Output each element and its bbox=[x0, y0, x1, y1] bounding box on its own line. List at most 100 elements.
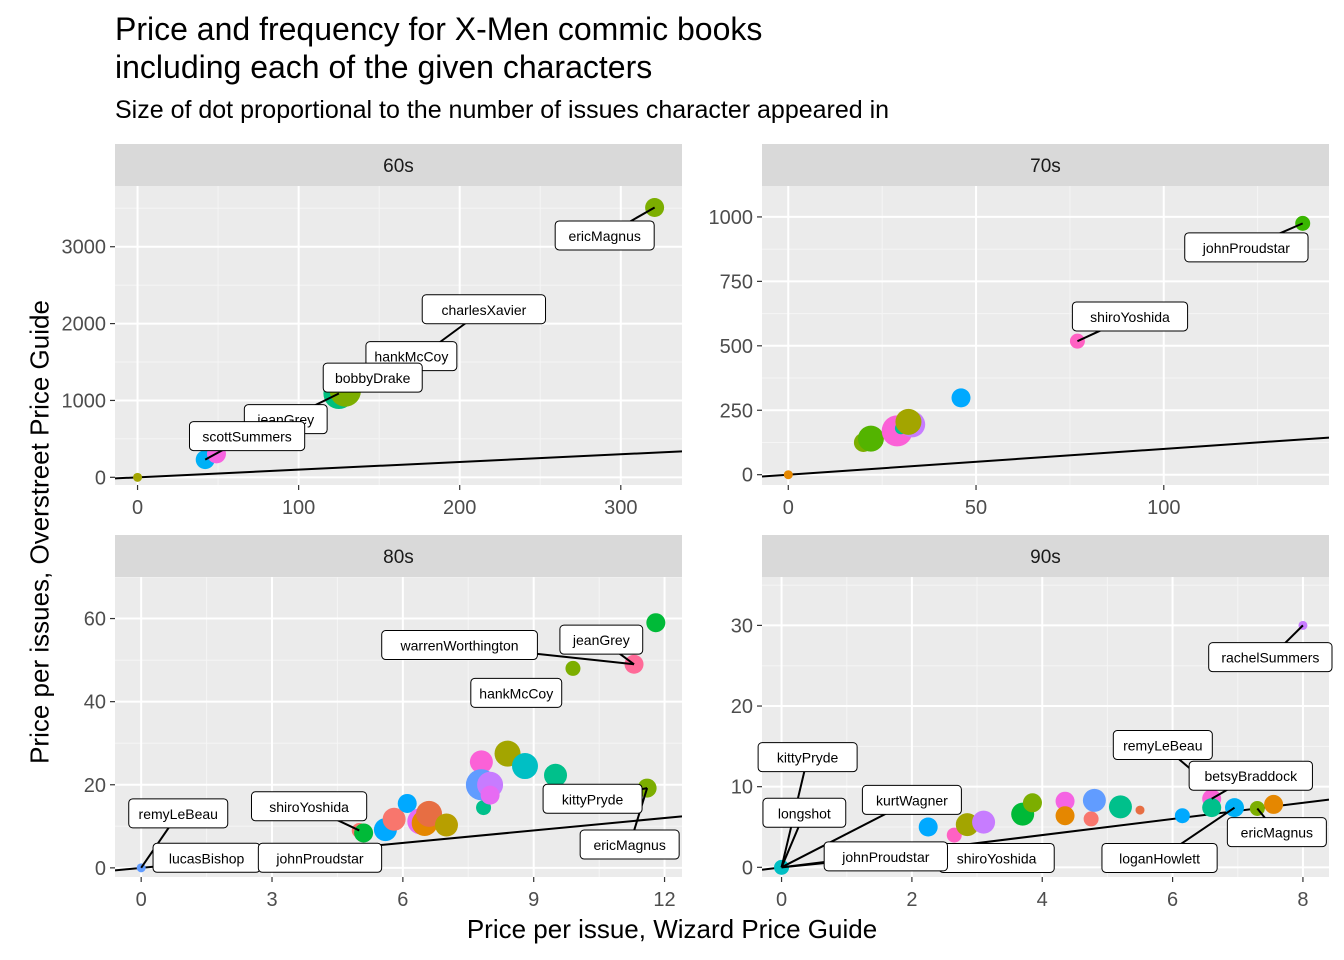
facet-strip-label: 80s bbox=[383, 547, 414, 568]
label-text: remyLeBeau bbox=[1123, 738, 1202, 754]
facet-strip bbox=[115, 535, 682, 577]
chart-title-line1: Price and frequency for X-Men commic boo… bbox=[115, 11, 763, 47]
label-box bbox=[1188, 760, 1313, 791]
label-box bbox=[757, 742, 858, 773]
label-text: ericMagnus bbox=[1241, 825, 1313, 841]
reference-line bbox=[762, 436, 1329, 478]
point-label: shiroYoshida bbox=[250, 791, 368, 822]
point-label: ericMagnus bbox=[554, 220, 655, 251]
x-tick-label: 200 bbox=[443, 497, 476, 519]
label-text: scottSummers bbox=[202, 429, 291, 445]
point-label: longshot bbox=[762, 797, 847, 828]
data-point bbox=[397, 793, 417, 813]
y-tick-label: 2000 bbox=[62, 314, 107, 336]
point-label: johnProudstar bbox=[823, 841, 948, 872]
x-axis-title: Price per issue, Wizard Price Guide bbox=[466, 914, 878, 944]
y-tick-label: 20 bbox=[731, 696, 753, 718]
label-box bbox=[1101, 842, 1218, 873]
point-label: johnProudstar bbox=[1184, 232, 1309, 263]
y-tick-label: 750 bbox=[720, 271, 753, 293]
data-point bbox=[918, 817, 938, 837]
label-box bbox=[188, 421, 306, 452]
panel-background bbox=[762, 186, 1329, 485]
y-tick-label: 250 bbox=[720, 400, 753, 422]
label-text: kittyPryde bbox=[777, 750, 839, 766]
label-box bbox=[1184, 232, 1309, 263]
y-tick-label: 30 bbox=[731, 615, 753, 637]
label-box bbox=[823, 841, 948, 872]
point-label: betsyBraddock bbox=[1188, 760, 1313, 791]
point-label: loganHowlett bbox=[1101, 842, 1218, 873]
y-tick-label: 20 bbox=[84, 775, 106, 797]
label-box bbox=[1208, 642, 1333, 673]
label-box bbox=[257, 842, 383, 873]
label-text: hankMcCoy bbox=[479, 685, 553, 701]
label-text: jeanGrey bbox=[572, 632, 630, 648]
x-tick-label: 3 bbox=[266, 889, 277, 911]
data-point bbox=[1055, 791, 1075, 811]
label-box bbox=[322, 362, 423, 393]
point-label: shiroYoshida bbox=[1071, 301, 1189, 332]
y-tick-label: 0 bbox=[95, 858, 106, 880]
data-point bbox=[511, 753, 538, 780]
label-box bbox=[861, 784, 962, 815]
label-text: rachelSummers bbox=[1221, 650, 1319, 666]
label-text: loganHowlett bbox=[1119, 850, 1200, 866]
y-tick-label: 0 bbox=[95, 467, 106, 489]
label-text: johnProudstar bbox=[1202, 240, 1291, 256]
label-box bbox=[1226, 817, 1327, 848]
reference-line bbox=[115, 450, 682, 480]
y-tick-label: 60 bbox=[84, 609, 106, 631]
x-tick-label: 6 bbox=[397, 889, 408, 911]
point-label: scottSummers bbox=[188, 421, 306, 452]
chart-subtitle: Size of dot proportional to the number o… bbox=[115, 96, 890, 124]
data-point bbox=[646, 613, 666, 633]
point-label: rachelSummers bbox=[1208, 642, 1333, 673]
x-tick-label: 0 bbox=[132, 497, 143, 519]
facet-strip-label: 90s bbox=[1030, 547, 1061, 568]
point-label: ericMagnus bbox=[579, 829, 680, 860]
label-box bbox=[559, 624, 644, 655]
label-box bbox=[470, 677, 563, 708]
label-box bbox=[250, 791, 368, 822]
y-tick-label: 0 bbox=[742, 465, 753, 487]
x-tick-label: 9 bbox=[528, 889, 539, 911]
point-label: shiroYoshida bbox=[938, 842, 1055, 873]
panel-plot-area bbox=[762, 186, 1329, 485]
data-point bbox=[1108, 795, 1132, 819]
x-tick-label: 300 bbox=[604, 497, 637, 519]
y-tick-label: 3000 bbox=[62, 237, 107, 259]
y-tick-label: 1000 bbox=[62, 390, 107, 412]
label-text: shiroYoshida bbox=[1090, 309, 1170, 325]
chart-title: Price and frequency for X-Men commic boo… bbox=[115, 10, 762, 86]
data-point bbox=[382, 807, 406, 831]
point-label: remyLeBeau bbox=[1112, 730, 1213, 761]
data-point bbox=[1202, 798, 1222, 818]
data-point bbox=[1055, 806, 1075, 826]
data-point bbox=[565, 660, 581, 676]
label-text: remyLeBeau bbox=[139, 806, 218, 822]
point-label: charlesXavier bbox=[421, 294, 547, 325]
data-point bbox=[895, 408, 922, 435]
facet-strip-label: 60s bbox=[383, 156, 414, 177]
data-point bbox=[1264, 794, 1284, 814]
label-text: shiroYoshida bbox=[957, 850, 1037, 866]
data-point bbox=[434, 813, 458, 837]
label-text: ericMagnus bbox=[568, 228, 640, 244]
label-text: hankMcCoy bbox=[374, 349, 448, 365]
data-point bbox=[857, 425, 884, 452]
point-label: kittyPryde bbox=[542, 783, 643, 814]
point-label: bobbyDrake bbox=[322, 362, 423, 393]
label-text: betsyBraddock bbox=[1204, 768, 1298, 784]
point-label: jeanGrey bbox=[559, 624, 644, 655]
label-text: lucasBishop bbox=[169, 850, 245, 866]
x-tick-label: 50 bbox=[965, 497, 987, 519]
label-box bbox=[542, 783, 643, 814]
label-box bbox=[381, 630, 538, 661]
data-point bbox=[469, 750, 493, 774]
point-label: kurtWagner bbox=[861, 784, 962, 815]
chart-title-line2: including each of the given characters bbox=[115, 49, 653, 85]
